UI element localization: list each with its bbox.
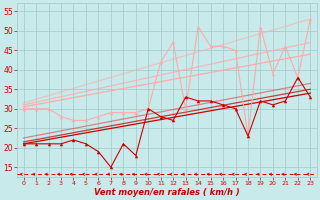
X-axis label: Vent moyen/en rafales ( km/h ): Vent moyen/en rafales ( km/h ): [94, 188, 240, 197]
